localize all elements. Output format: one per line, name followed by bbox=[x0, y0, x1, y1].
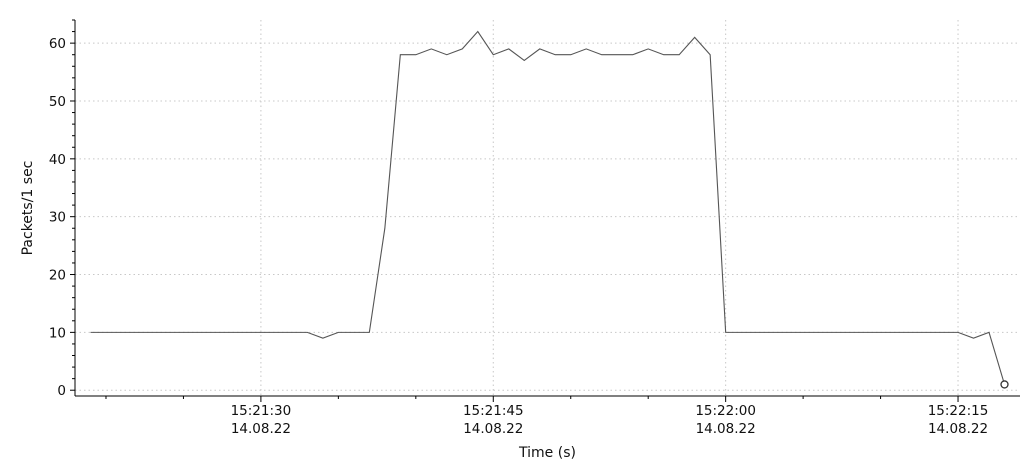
y-tick-label: 10 bbox=[49, 325, 66, 341]
x-tick-label-date: 14.08.22 bbox=[463, 421, 523, 437]
y-axis-title: Packets/1 sec bbox=[20, 161, 36, 256]
x-tick-label-date: 14.08.22 bbox=[696, 421, 756, 437]
x-tick-label-date: 14.08.22 bbox=[231, 421, 291, 437]
end-point-marker bbox=[1001, 381, 1008, 388]
y-tick-label: 0 bbox=[57, 383, 66, 399]
x-tick-label-date: 14.08.22 bbox=[928, 421, 988, 437]
y-tick-label: 60 bbox=[49, 36, 66, 52]
y-tick-label: 20 bbox=[49, 268, 66, 284]
y-tick-label: 50 bbox=[49, 94, 66, 110]
y-tick-label: 40 bbox=[49, 152, 66, 168]
x-tick-label-time: 15:22:15 bbox=[928, 403, 989, 419]
x-tick-label-time: 15:22:00 bbox=[695, 403, 756, 419]
x-tick-label-time: 15:21:45 bbox=[463, 403, 524, 419]
y-tick-label: 30 bbox=[49, 210, 66, 226]
x-tick-label-time: 15:21:30 bbox=[231, 403, 292, 419]
x-axis-title: Time (s) bbox=[518, 445, 576, 461]
